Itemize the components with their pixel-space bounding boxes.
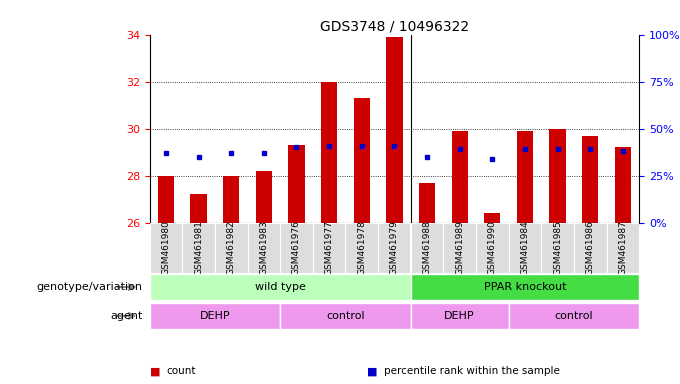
Bar (574, 223, 607, 273)
Text: count: count (167, 366, 196, 376)
Text: GSM461986: GSM461986 (585, 220, 595, 275)
Bar (452, 131, 468, 223)
Text: GSM461983: GSM461983 (259, 220, 269, 275)
Bar (150, 274, 411, 300)
Text: genotype/variation: genotype/variation (37, 282, 143, 292)
Text: wild type: wild type (255, 282, 305, 292)
Bar (280, 303, 411, 329)
Bar (386, 37, 403, 223)
Bar (345, 223, 378, 273)
Bar (509, 223, 541, 273)
Text: GSM461982: GSM461982 (226, 220, 236, 275)
Text: GSM461978: GSM461978 (357, 220, 367, 275)
Bar (190, 195, 207, 223)
Text: PPAR knockout: PPAR knockout (483, 282, 566, 292)
Bar (321, 82, 337, 223)
Bar (280, 223, 313, 273)
Text: control: control (326, 311, 364, 321)
Bar (248, 223, 280, 273)
Bar (150, 303, 280, 329)
Bar (509, 303, 639, 329)
Text: GSM461984: GSM461984 (520, 220, 530, 275)
Text: GSM461985: GSM461985 (553, 220, 562, 275)
Text: DEHP: DEHP (444, 311, 475, 321)
Bar (443, 223, 476, 273)
Text: control: control (555, 311, 593, 321)
Text: GSM461977: GSM461977 (324, 220, 334, 275)
Bar (411, 303, 509, 329)
Bar (615, 147, 631, 223)
Bar (354, 98, 370, 223)
Text: GSM461979: GSM461979 (390, 220, 399, 275)
Text: ■: ■ (150, 366, 160, 376)
Bar (223, 176, 239, 223)
Bar (419, 183, 435, 223)
Bar (484, 214, 500, 223)
Bar (582, 136, 598, 223)
Bar (215, 223, 248, 273)
Text: GSM461988: GSM461988 (422, 220, 432, 275)
Bar (288, 145, 305, 223)
Bar (549, 129, 566, 223)
Text: GSM461987: GSM461987 (618, 220, 628, 275)
Text: ■: ■ (367, 366, 377, 376)
Bar (541, 223, 574, 273)
Bar (517, 131, 533, 223)
Bar (256, 171, 272, 223)
Bar (313, 223, 345, 273)
Bar (182, 223, 215, 273)
Text: GSM461981: GSM461981 (194, 220, 203, 275)
Bar (411, 274, 639, 300)
Text: DEHP: DEHP (199, 311, 231, 321)
Text: percentile rank within the sample: percentile rank within the sample (384, 366, 560, 376)
Text: GSM461980: GSM461980 (161, 220, 171, 275)
Bar (378, 223, 411, 273)
Bar (158, 176, 174, 223)
Text: agent: agent (110, 311, 143, 321)
Bar (150, 223, 182, 273)
Bar (607, 223, 639, 273)
Text: GSM461989: GSM461989 (455, 220, 464, 275)
Bar (476, 223, 509, 273)
Text: GSM461976: GSM461976 (292, 220, 301, 275)
Bar (411, 223, 443, 273)
Title: GDS3748 / 10496322: GDS3748 / 10496322 (320, 20, 469, 33)
Text: GSM461990: GSM461990 (488, 220, 497, 275)
